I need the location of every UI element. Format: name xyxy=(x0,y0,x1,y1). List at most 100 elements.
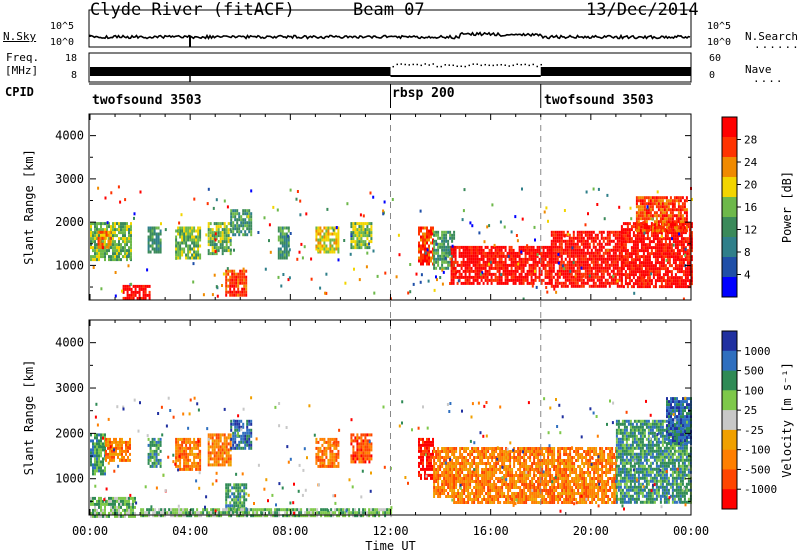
scatter-cell xyxy=(199,461,202,465)
scatter-speck xyxy=(92,266,95,269)
scatter-cell xyxy=(635,229,638,233)
scatter-cell xyxy=(648,240,651,244)
scatter-cell xyxy=(574,236,577,240)
scatter-cell xyxy=(530,257,533,261)
scatter-cell xyxy=(432,440,434,444)
scatter-cell xyxy=(116,496,118,500)
scatter-cell xyxy=(230,209,233,213)
scatter-cell xyxy=(225,439,228,443)
scatter-cell xyxy=(216,514,219,518)
scatter-cell xyxy=(175,229,178,233)
scatter-cell xyxy=(229,228,232,232)
scatter-speck xyxy=(534,238,536,242)
scatter-cell xyxy=(153,440,156,444)
scatter-cell xyxy=(584,263,587,267)
scatter-cell xyxy=(325,244,328,248)
scatter-cell xyxy=(643,217,646,221)
scatter-cell xyxy=(237,483,240,487)
scatter-cell xyxy=(180,508,183,512)
scatter-cell xyxy=(540,257,543,261)
scatter-cell xyxy=(283,232,286,236)
scatter-cell xyxy=(217,460,220,464)
scatter-cell xyxy=(225,442,228,446)
scatter-cell xyxy=(454,254,457,258)
scatter-cell xyxy=(468,254,471,258)
scatter-cell xyxy=(187,226,190,230)
scatter-cell xyxy=(668,264,671,268)
scatter-cell xyxy=(382,511,385,515)
scatter-cell xyxy=(520,245,523,249)
scatter-cell xyxy=(160,511,163,515)
scatter-cell xyxy=(225,483,228,487)
scatter-cell xyxy=(642,249,645,253)
scatter-cell xyxy=(654,252,657,256)
scatter-cell xyxy=(659,196,662,200)
scatter-cell xyxy=(121,458,123,462)
scatter-cell xyxy=(356,457,359,461)
scatter-cell xyxy=(356,234,359,238)
scatter-cell xyxy=(283,226,286,230)
scatter-speck xyxy=(133,216,135,220)
scatter-speck xyxy=(426,248,429,252)
scatter-cell xyxy=(508,257,511,261)
scatter-cell xyxy=(606,269,609,273)
scatter-cell xyxy=(542,254,545,258)
scatter-cell xyxy=(542,245,545,249)
scatter-cell xyxy=(122,499,124,503)
scatter-cell xyxy=(250,431,253,435)
scatter-cell xyxy=(522,263,525,267)
scatter-cell xyxy=(229,275,232,279)
scatter-cell xyxy=(598,284,601,288)
scatter-cell xyxy=(317,446,320,450)
scatter-cell xyxy=(673,202,676,206)
scatter-cell xyxy=(213,234,216,238)
scatter-cell xyxy=(608,272,611,276)
scatter-cell xyxy=(177,250,180,254)
scatter-cell xyxy=(464,245,467,249)
scatter-cell xyxy=(676,237,679,241)
scatter-cell xyxy=(488,248,491,252)
scatter-cell xyxy=(317,458,320,462)
scatter-cell xyxy=(102,448,104,452)
scatter-speck xyxy=(488,262,490,266)
scatter-cell xyxy=(184,514,187,518)
scatter-cell xyxy=(195,256,198,260)
scatter-cell xyxy=(602,281,605,285)
scatter-cell xyxy=(594,236,597,240)
scatter-cell xyxy=(512,257,515,261)
scatter-cell xyxy=(492,260,495,264)
scatter-cell xyxy=(418,259,420,263)
scatter-cell xyxy=(435,471,438,474)
scatter-cell xyxy=(153,452,156,456)
scatter-cell xyxy=(212,508,215,512)
scatter-cell xyxy=(462,251,465,255)
scatter-cell xyxy=(542,257,545,261)
scatter-cell xyxy=(179,232,182,236)
scatter-cell xyxy=(126,252,128,256)
scatter-cell xyxy=(221,222,224,226)
scatter-cell xyxy=(552,245,555,249)
scatter-cell xyxy=(319,437,322,441)
colorbar-segment xyxy=(722,390,737,411)
scatter-cell xyxy=(674,261,677,265)
scatter-cell xyxy=(606,239,609,243)
scatter-cell xyxy=(418,449,420,453)
scatter-cell xyxy=(200,511,203,515)
scatter-cell xyxy=(488,272,491,276)
scatter-cell xyxy=(246,221,249,225)
scatter-cell xyxy=(215,246,218,250)
scatter-cell xyxy=(223,451,226,455)
scatter-cell xyxy=(650,252,653,256)
scatter-cell xyxy=(666,282,669,286)
scatter-cell xyxy=(671,199,674,203)
scatter-cell xyxy=(526,251,529,255)
scatter-cell xyxy=(112,502,114,506)
scatter-cell xyxy=(678,243,681,247)
scatter-speck xyxy=(646,205,649,209)
scatter-cell xyxy=(300,514,303,518)
scatter-cell xyxy=(238,224,241,228)
scatter-cell xyxy=(532,281,535,285)
scatter-cell xyxy=(124,231,126,235)
scatter-cell xyxy=(350,460,353,464)
scatter-cell xyxy=(426,449,428,453)
